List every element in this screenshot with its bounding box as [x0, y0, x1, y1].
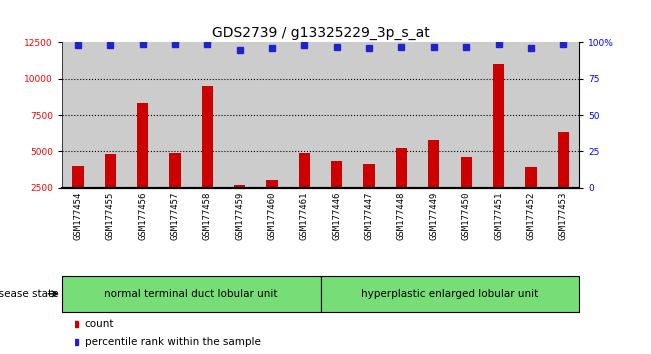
- Bar: [547, 42, 579, 188]
- Bar: [72, 166, 84, 188]
- Bar: [191, 42, 223, 188]
- Bar: [105, 154, 116, 188]
- Bar: [266, 181, 278, 188]
- Bar: [169, 153, 181, 188]
- Text: GSM177457: GSM177457: [171, 192, 180, 240]
- Title: GDS2739 / g13325229_3p_s_at: GDS2739 / g13325229_3p_s_at: [212, 26, 430, 40]
- Bar: [288, 42, 320, 188]
- Bar: [482, 42, 515, 188]
- Bar: [353, 42, 385, 188]
- Bar: [126, 42, 159, 188]
- Bar: [396, 148, 407, 188]
- Bar: [62, 42, 94, 188]
- Bar: [137, 103, 148, 188]
- Bar: [525, 167, 536, 188]
- Text: GSM177461: GSM177461: [300, 192, 309, 240]
- Bar: [320, 276, 579, 312]
- Text: GSM177455: GSM177455: [106, 192, 115, 240]
- Bar: [202, 86, 213, 188]
- Text: hyperplastic enlarged lobular unit: hyperplastic enlarged lobular unit: [361, 289, 538, 299]
- Bar: [159, 42, 191, 188]
- Bar: [460, 157, 472, 188]
- Bar: [515, 42, 547, 188]
- Text: GSM177447: GSM177447: [365, 192, 374, 240]
- Bar: [62, 276, 320, 312]
- Text: normal terminal duct lobular unit: normal terminal duct lobular unit: [104, 289, 278, 299]
- Bar: [256, 42, 288, 188]
- Text: GSM177459: GSM177459: [235, 192, 244, 240]
- Text: GSM177450: GSM177450: [462, 192, 471, 240]
- Text: percentile rank within the sample: percentile rank within the sample: [85, 337, 260, 347]
- Text: GSM177449: GSM177449: [429, 192, 438, 240]
- Text: count: count: [85, 319, 114, 329]
- Text: GSM177454: GSM177454: [74, 192, 83, 240]
- Text: GSM177458: GSM177458: [203, 192, 212, 240]
- Bar: [363, 164, 375, 188]
- Bar: [418, 42, 450, 188]
- Text: GSM177453: GSM177453: [559, 192, 568, 240]
- Text: disease state: disease state: [0, 289, 59, 299]
- Bar: [299, 153, 310, 188]
- Bar: [223, 42, 256, 188]
- Text: GSM177448: GSM177448: [397, 192, 406, 240]
- Text: GSM177456: GSM177456: [138, 192, 147, 240]
- Bar: [428, 140, 439, 188]
- Bar: [450, 42, 482, 188]
- Bar: [94, 42, 126, 188]
- Bar: [385, 42, 418, 188]
- Bar: [320, 42, 353, 188]
- Text: GSM177460: GSM177460: [268, 192, 277, 240]
- Bar: [557, 132, 569, 188]
- Text: GSM177452: GSM177452: [527, 192, 535, 240]
- Text: GSM177446: GSM177446: [332, 192, 341, 240]
- Bar: [493, 64, 504, 188]
- Text: GSM177451: GSM177451: [494, 192, 503, 240]
- Bar: [331, 161, 342, 188]
- Bar: [234, 185, 245, 188]
